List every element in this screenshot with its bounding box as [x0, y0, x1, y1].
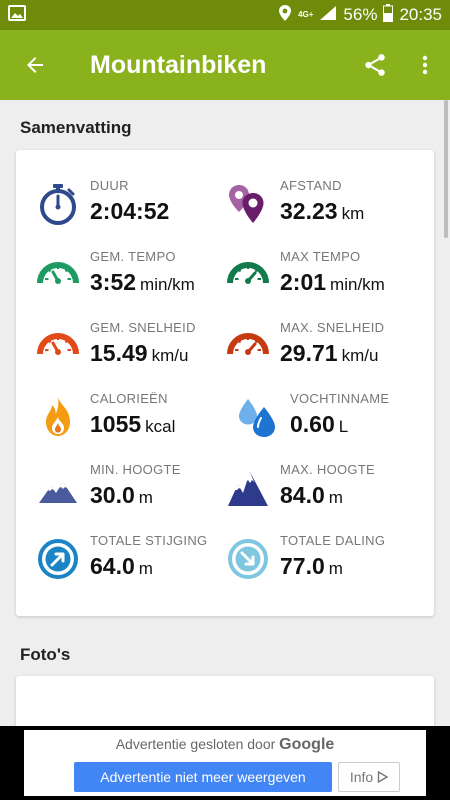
stat-max-altitude: MAX. HOOGTE 84.0 m	[226, 460, 416, 520]
stop-showing-ad-button[interactable]: Advertentie niet meer weergeven	[74, 762, 332, 792]
tempo-gauge-icon	[37, 262, 79, 284]
stat-unit: min/km	[140, 275, 195, 294]
more-vert-icon	[422, 55, 428, 75]
stat-value: 29.71	[280, 340, 338, 366]
page-title: Mountainbiken	[90, 50, 267, 79]
stat-distance: AFSTAND 32.23 km	[226, 176, 416, 236]
mountain-high-icon	[228, 472, 268, 506]
speed-gauge-icon	[37, 333, 79, 355]
stat-label: CALORIEËN	[90, 391, 168, 406]
stat-label: MIN. HOOGTE	[90, 462, 181, 477]
stat-label: AFSTAND	[280, 178, 342, 193]
scrollbar[interactable]	[444, 100, 448, 238]
max-tempo-gauge-icon	[227, 262, 269, 284]
status-bar: 4G+ 56% 20:35	[0, 0, 450, 30]
battery-level: 56%	[343, 5, 378, 24]
summary-title: Samenvatting	[20, 118, 132, 137]
back-button[interactable]	[0, 30, 70, 100]
signal-icon	[319, 5, 337, 26]
stat-value: 32.23	[280, 198, 338, 224]
gallery-notification-icon	[8, 4, 26, 26]
stat-unit: km/u	[341, 346, 379, 365]
stopwatch-icon	[40, 184, 76, 225]
stat-value: 77.0	[280, 553, 325, 579]
stat-unit: m	[138, 559, 153, 578]
stat-duration: DUUR 2:04:52	[36, 176, 226, 236]
app-bar: Mountainbiken	[0, 30, 450, 100]
stat-total-descent: TOTALE DALING 77.0 m	[226, 531, 416, 591]
stat-min-altitude: MIN. HOOGTE 30.0 m	[36, 460, 226, 520]
stat-unit: L	[338, 417, 349, 436]
stat-label: VOCHTINNAME	[290, 391, 390, 406]
ad-banner: Advertentie gesloten door Google Adverte…	[0, 726, 450, 800]
stat-avg-tempo: GEM. TEMPO 3:52 min/km	[36, 247, 226, 307]
stat-calories: CALORIEËN 1055 kcal	[36, 389, 226, 449]
descent-arrow-icon	[228, 539, 268, 579]
water-drops-icon	[239, 399, 275, 437]
stat-water: VOCHTINNAME 0.60 L	[226, 389, 416, 449]
stat-label: GEM. TEMPO	[90, 249, 176, 264]
stat-value: 64.0	[90, 553, 135, 579]
summary-card: DUUR 2:04:52 AFSTAND 32.23 km GEM. TEMPO …	[16, 150, 434, 616]
stat-label: TOTALE DALING	[280, 533, 386, 548]
arrow-back-icon	[27, 57, 43, 73]
flame-icon	[46, 397, 70, 436]
stat-label: GEM. SNELHEID	[90, 320, 196, 335]
stat-label: TOTALE STIJGING	[90, 533, 208, 548]
stat-unit: m	[328, 488, 343, 507]
share-button[interactable]	[350, 30, 400, 100]
stat-value: 84.0	[280, 482, 325, 508]
overflow-menu-button[interactable]	[400, 30, 450, 100]
ascent-arrow-icon	[38, 539, 78, 579]
stat-total-ascent: TOTALE STIJGING 64.0 m	[36, 531, 226, 591]
stat-unit: m	[138, 488, 153, 507]
stat-value: 30.0	[90, 482, 135, 508]
stat-unit: min/km	[330, 275, 385, 294]
stat-label: MAX. HOOGTE	[280, 462, 376, 477]
share-icon	[365, 54, 385, 76]
stat-value: 0.60	[290, 411, 335, 437]
ad-closed-panel: Advertentie gesloten door Google Adverte…	[24, 730, 426, 796]
ad-choices-icon	[377, 771, 389, 783]
stat-unit: km	[341, 204, 365, 223]
max-speed-gauge-icon	[227, 333, 269, 355]
clock: 20:35	[399, 5, 442, 24]
stat-value: 3:52	[90, 269, 137, 295]
stat-max-speed: MAX. SNELHEID 29.71 km/u	[226, 318, 416, 378]
stat-avg-speed: GEM. SNELHEID 15.49 km/u	[36, 318, 226, 378]
mountain-low-icon	[39, 482, 77, 503]
battery-icon	[383, 3, 394, 27]
google-logo: Google	[279, 736, 335, 753]
ad-info-button[interactable]: Info	[338, 762, 400, 792]
stat-label: MAX TEMPO	[280, 249, 361, 264]
stat-max-tempo: MAX TEMPO 2:01 min/km	[226, 247, 416, 307]
location-icon	[278, 4, 292, 27]
location-pins-icon	[229, 185, 264, 223]
ad-closed-message: Advertentie gesloten door Google	[115, 736, 335, 753]
stat-value: 2:01	[280, 269, 327, 295]
stat-value: 15.49	[90, 340, 148, 366]
stat-value: 2:04:52	[90, 198, 170, 224]
stat-unit: km/u	[151, 346, 189, 365]
stat-unit: m	[328, 559, 343, 578]
stat-unit: kcal	[145, 417, 176, 436]
stat-label: DUUR	[90, 178, 129, 193]
photos-title: Foto's	[20, 645, 71, 664]
network-type: 4G+	[298, 10, 314, 19]
stat-label: MAX. SNELHEID	[280, 320, 385, 335]
stat-value: 1055	[90, 411, 142, 437]
